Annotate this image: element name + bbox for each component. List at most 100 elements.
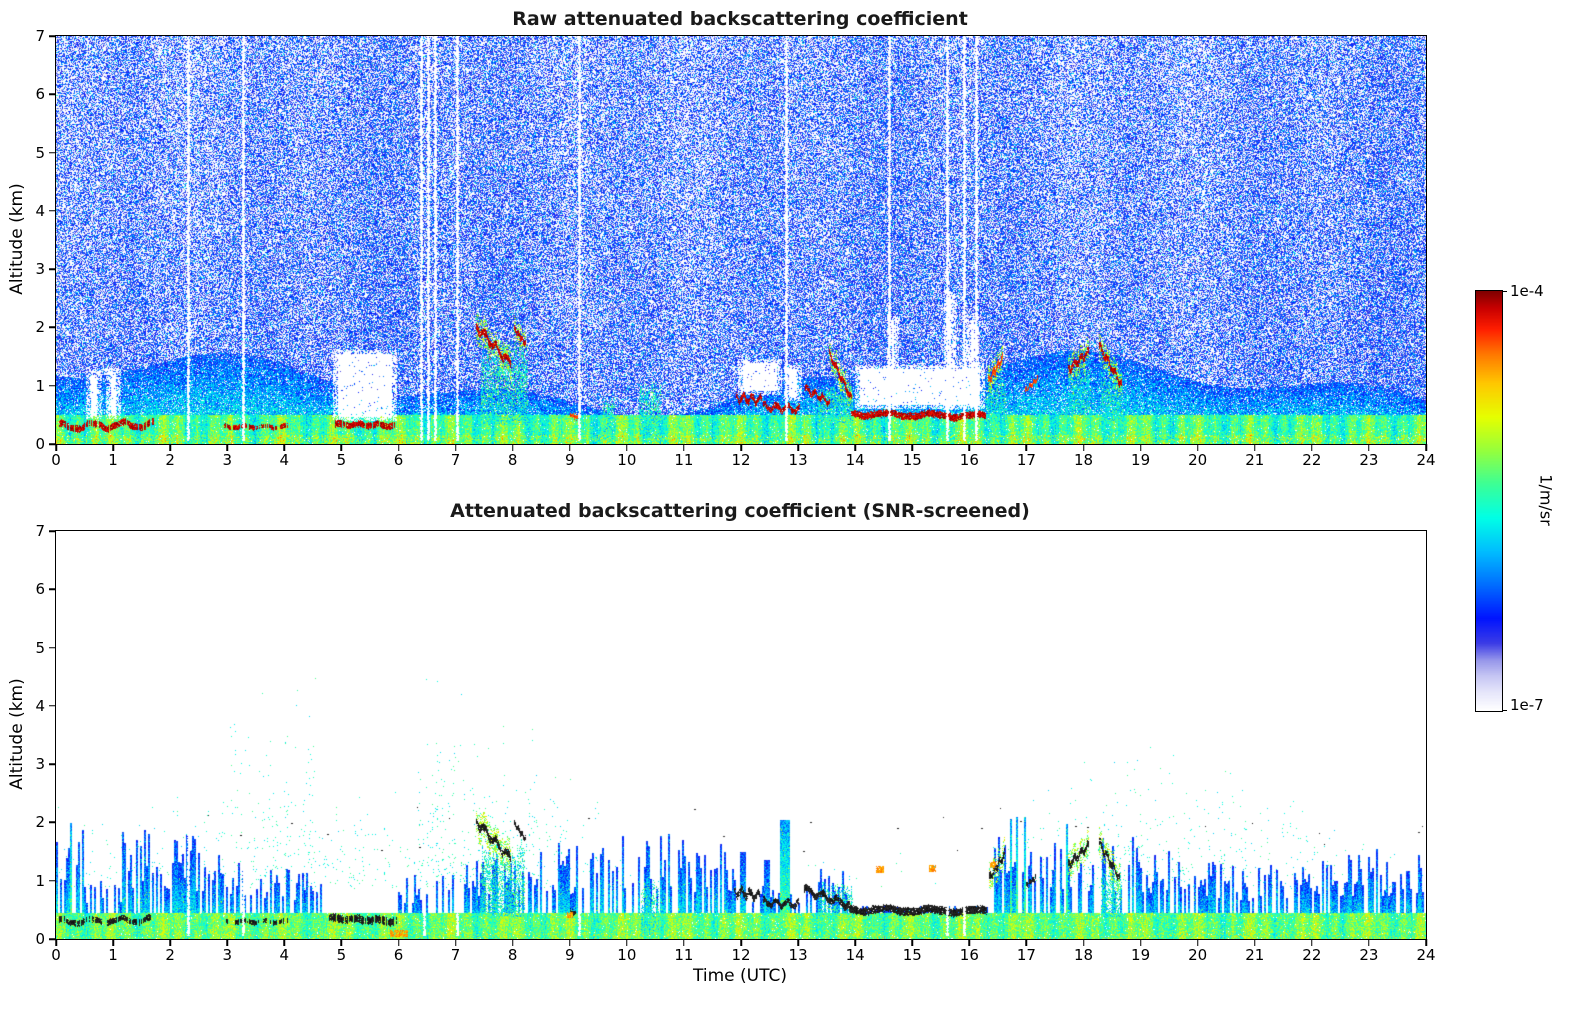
- x-tick-mark: [112, 939, 114, 946]
- x-tick-label: 17: [1016, 451, 1036, 469]
- y-tick-label: 6: [35, 580, 45, 599]
- x-tick-mark: [1196, 939, 1199, 946]
- x-tick-mark: [968, 444, 971, 451]
- x-tick-label: 23: [1359, 451, 1379, 469]
- x-tick-mark: [1368, 444, 1370, 451]
- colorbar-units-text: 1/m/sr: [1536, 474, 1556, 526]
- panel2-heatmap-canvas: [56, 531, 1426, 939]
- x-tick-mark: [511, 939, 514, 946]
- x-tick-label: 15: [902, 946, 922, 964]
- x-tick-mark: [397, 444, 400, 451]
- x-tick-mark: [169, 939, 171, 946]
- colorbar-max-label: 1e-4: [1510, 282, 1544, 300]
- x-tick-label: 6: [393, 451, 404, 469]
- x-tick-mark: [854, 939, 856, 946]
- x-tick-mark: [1025, 939, 1028, 946]
- x-tick-label: 22: [1302, 451, 1322, 469]
- colorbar-min-label: 1e-7: [1510, 696, 1544, 714]
- x-tick-label: 8: [507, 451, 518, 469]
- x-tick-mark: [226, 444, 228, 451]
- x-tick-label: 11: [674, 946, 694, 964]
- y-tick-mark: [49, 938, 56, 940]
- y-tick-mark: [49, 588, 56, 591]
- x-tick-mark: [1082, 939, 1085, 946]
- x-tick-label: 9: [564, 946, 575, 964]
- x-tick-mark: [1025, 444, 1028, 451]
- x-tick-mark: [1082, 444, 1085, 451]
- x-tick-mark: [55, 939, 57, 946]
- x-tick-mark: [740, 444, 742, 451]
- x-tick-mark: [683, 939, 685, 946]
- x-tick-label: 3: [222, 946, 233, 964]
- y-tick-label: 0: [35, 434, 45, 453]
- y-tick-mark: [49, 705, 56, 707]
- x-tick-label: 0: [51, 946, 61, 964]
- x-tick-mark: [112, 444, 114, 451]
- x-tick-mark: [740, 939, 742, 946]
- x-tick-label: 19: [1131, 451, 1151, 469]
- y-tick-label: 7: [35, 26, 45, 45]
- y-tick-label: 5: [35, 143, 45, 162]
- y-tick-mark: [49, 384, 56, 387]
- x-tick-label: 24: [1416, 946, 1436, 964]
- y-tick-mark: [49, 763, 56, 765]
- x-tick-mark: [55, 444, 57, 451]
- x-tick-mark: [911, 444, 913, 451]
- x-tick-label: 2: [165, 946, 175, 964]
- x-tick-mark: [1311, 939, 1313, 946]
- x-tick-mark: [1139, 444, 1142, 451]
- x-tick-label: 20: [1188, 451, 1208, 469]
- y-tick-label: 1: [35, 376, 45, 395]
- x-tick-label: 13: [788, 946, 808, 964]
- x-tick-mark: [1254, 444, 1256, 451]
- x-tick-label: 17: [1016, 946, 1036, 964]
- x-tick-label: 1: [108, 946, 118, 964]
- colorbar: [1475, 290, 1507, 712]
- panel1-plot-area: 0 1 2 3 4 5 6 7 8 9 10 11 12 13 14 15 16 17 18 19 20 21 22 23 24…: [35, 28, 1435, 468]
- y-tick-label: 6: [35, 85, 45, 104]
- x-tick-mark: [283, 939, 286, 946]
- y-axis-label-top: Altitude (km): [7, 183, 27, 295]
- x-tick-label: 14: [845, 451, 865, 469]
- x-tick-label: 16: [959, 946, 979, 964]
- x-tick-label: 10: [617, 451, 637, 469]
- x-tick-label: 8: [507, 946, 518, 964]
- x-tick-mark: [340, 939, 343, 946]
- x-tick-label: 21: [1245, 946, 1265, 964]
- colorbar-gradient-canvas: [1476, 291, 1502, 711]
- y-tick-label: 1: [35, 871, 45, 890]
- x-tick-mark: [283, 444, 286, 451]
- x-tick-label: 15: [902, 451, 922, 469]
- y-tick-label: 2: [35, 813, 45, 832]
- y-tick-mark: [49, 443, 56, 445]
- y-tick-label: 4: [35, 696, 45, 715]
- x-tick-label: 14: [845, 946, 865, 964]
- x-tick-label: 19: [1131, 946, 1151, 964]
- x-tick-mark: [569, 939, 571, 946]
- x-tick-mark: [1368, 939, 1370, 946]
- y-tick-label: 3: [35, 259, 45, 278]
- y-tick-mark: [49, 879, 56, 882]
- y-tick-label: 2: [35, 318, 45, 337]
- y-tick-mark: [49, 646, 56, 649]
- x-tick-mark: [797, 939, 799, 946]
- panel2-title: Attenuated backscattering coefficient (S…: [450, 500, 1030, 522]
- x-tick-label: 5: [336, 451, 347, 469]
- x-tick-mark: [226, 939, 228, 946]
- y-tick-label: 0: [35, 929, 45, 948]
- x-tick-label: 3: [222, 451, 233, 469]
- x-tick-label: 12: [731, 946, 751, 964]
- x-tick-label: 24: [1416, 451, 1436, 469]
- y-tick-mark: [49, 35, 56, 37]
- x-tick-label: 20: [1188, 946, 1208, 964]
- x-tick-mark: [626, 939, 628, 946]
- y-tick-label: 5: [35, 638, 45, 657]
- colorbar-units-label: 1/m/sr: [1537, 474, 1556, 525]
- y-tick-mark: [49, 93, 56, 96]
- y-tick-mark: [49, 821, 56, 824]
- x-tick-label: 16: [959, 451, 979, 469]
- x-tick-mark: [854, 444, 856, 451]
- x-tick-label: 0: [51, 451, 61, 469]
- x-tick-label: 5: [336, 946, 347, 964]
